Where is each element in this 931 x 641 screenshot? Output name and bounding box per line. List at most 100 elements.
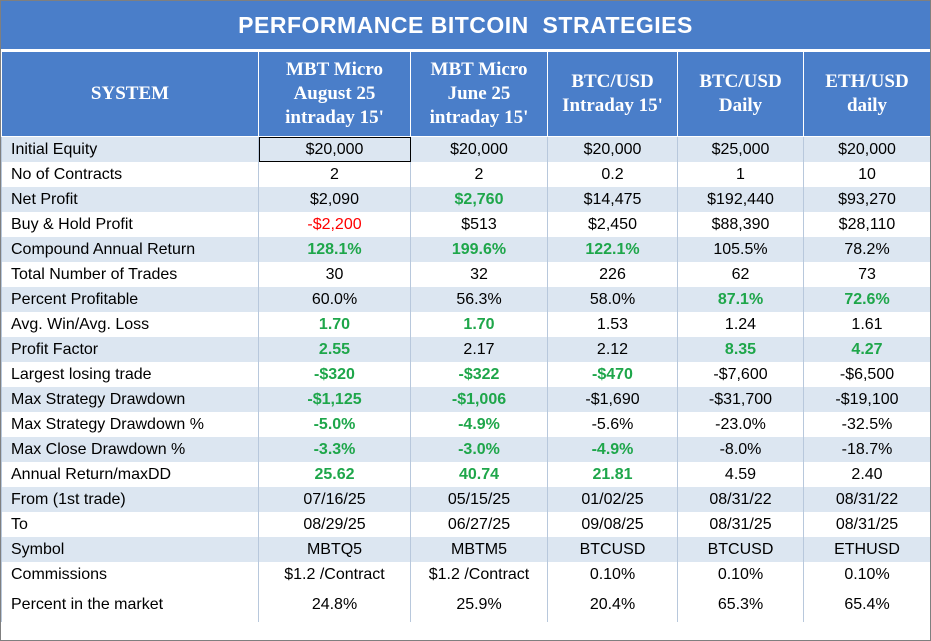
table-row: Profit Factor 2.55 2.17 2.12 8.35 4.27 <box>1 337 930 362</box>
row-label: Buy & Hold Profit <box>1 212 259 237</box>
header-line: June 25 <box>447 83 511 104</box>
cell-value: -$1,125 <box>258 387 411 412</box>
cell-value: 87.1% <box>677 287 804 312</box>
table-row: Avg. Win/Avg. Loss 1.70 1.70 1.53 1.24 1.61 <box>1 312 930 337</box>
cell-value: 06/27/25 <box>410 512 548 537</box>
row-label: No of Contracts <box>1 162 259 187</box>
cell-value: -3.0% <box>410 437 548 462</box>
cell-value: $192,440 <box>677 187 804 212</box>
cell-value: $20,000 <box>547 136 678 162</box>
table-row: Commissions $1.2 /Contract $1.2 /Contract 0… <box>1 562 930 587</box>
cell-value: 73 <box>803 262 930 287</box>
column-header: BTC/USD Daily <box>677 51 804 137</box>
cell-value: 40.74 <box>410 462 548 487</box>
row-label: Percent Profitable <box>1 287 259 312</box>
column-header: BTC/USD Intraday 15' <box>547 51 678 137</box>
cell-value: 21.81 <box>547 462 678 487</box>
cell-value: 20.4% <box>547 587 678 622</box>
cell-value: 2 <box>258 162 411 187</box>
cell-value: -5.6% <box>547 412 678 437</box>
cell-value: $28,110 <box>803 212 930 237</box>
cell-value: 09/08/25 <box>547 512 678 537</box>
cell-value: 25.9% <box>410 587 548 622</box>
column-header: SYSTEM <box>1 51 259 137</box>
row-label: Initial Equity <box>1 136 259 162</box>
table-row: Compound Annual Return 128.1% 199.6% 122.1%… <box>1 237 930 262</box>
cell-value: 105.5% <box>677 237 804 262</box>
header-line: MBT Micro <box>430 59 528 80</box>
header-line: BTC/USD <box>699 71 782 92</box>
row-label: Max Strategy Drawdown % <box>1 412 259 437</box>
header-line: ETH/USD <box>825 71 909 92</box>
cell-value: 0.2 <box>547 162 678 187</box>
cell-value: -$322 <box>410 362 548 387</box>
cell-value: 30 <box>258 262 411 287</box>
column-header: ETH/USD daily <box>803 51 930 137</box>
cell-value: 2.40 <box>803 462 930 487</box>
header-line: intraday 15' <box>285 107 384 128</box>
column-header: MBT Micro June 25 intraday 15' <box>410 51 548 137</box>
row-label: Max Strategy Drawdown <box>1 387 259 412</box>
cell-value: -4.9% <box>410 412 548 437</box>
cell-value: -3.3% <box>258 437 411 462</box>
row-label: Symbol <box>1 537 259 562</box>
cell-value: -$1,006 <box>410 387 548 412</box>
cell-value: 1.53 <box>547 312 678 337</box>
cell-value: -32.5% <box>803 412 930 437</box>
row-label: Avg. Win/Avg. Loss <box>1 312 259 337</box>
performance-table: SYSTEM MBT Micro August 25 intraday 15' MBT … <box>1 51 930 622</box>
table-row: Symbol MBTQ5 MBTM5 BTCUSD BTCUSD ETHUSD <box>1 537 930 562</box>
row-label: From (1st trade) <box>1 487 259 512</box>
cell-value: 10 <box>803 162 930 187</box>
cell-value: 4.27 <box>803 337 930 362</box>
cell-value: 32 <box>410 262 548 287</box>
row-label: To <box>1 512 259 537</box>
cell-value: -$470 <box>547 362 678 387</box>
header-row: SYSTEM MBT Micro August 25 intraday 15' MBT … <box>1 51 930 137</box>
cell-value: $88,390 <box>677 212 804 237</box>
cell-value: 0.10% <box>547 562 678 587</box>
cell-value: -$6,500 <box>803 362 930 387</box>
cell-value: 1.70 <box>410 312 548 337</box>
cell-value: 8.35 <box>677 337 804 362</box>
cell-value: 58.0% <box>547 287 678 312</box>
cell-value: 08/31/25 <box>803 512 930 537</box>
cell-value: 72.6% <box>803 287 930 312</box>
table-row: Max Close Drawdown % -3.3% -3.0% -4.9% -8.0%… <box>1 437 930 462</box>
cell-value: 24.8% <box>258 587 411 622</box>
cell-value: ETHUSD <box>803 537 930 562</box>
row-label: Largest losing trade <box>1 362 259 387</box>
cell-value: 0.10% <box>677 562 804 587</box>
cell-value: 56.3% <box>410 287 548 312</box>
cell-value: 08/31/22 <box>677 487 804 512</box>
cell-value: 07/16/25 <box>258 487 411 512</box>
header-line: Intraday 15' <box>562 95 663 116</box>
row-label: Profit Factor <box>1 337 259 362</box>
cell-value: -$19,100 <box>803 387 930 412</box>
table-row: Percent Profitable 60.0% 56.3% 58.0% 87.1% 72… <box>1 287 930 312</box>
cell-value: 2.12 <box>547 337 678 362</box>
table-row: Max Strategy Drawdown -$1,125 -$1,006 -$1,6… <box>1 387 930 412</box>
cell-value: 4.59 <box>677 462 804 487</box>
cell-value: 25.62 <box>258 462 411 487</box>
cell-value: 78.2% <box>803 237 930 262</box>
cell-value: 2 <box>410 162 548 187</box>
row-label: Compound Annual Return <box>1 237 259 262</box>
cell-value: -$7,600 <box>677 362 804 387</box>
cell-value: $20,000 <box>803 136 930 162</box>
header-line: MBT Micro <box>286 59 383 80</box>
cell-value: 65.4% <box>803 587 930 622</box>
cell-value: MBTQ5 <box>258 537 411 562</box>
cell-value: 62 <box>677 262 804 287</box>
cell-value: $20,000 <box>258 136 411 162</box>
cell-value: -$2,200 <box>258 212 411 237</box>
cell-value: $2,090 <box>258 187 411 212</box>
cell-value: 2.17 <box>410 337 548 362</box>
table-row: Buy & Hold Profit -$2,200 $513 $2,450 $88,39… <box>1 212 930 237</box>
row-label: Annual Return/maxDD <box>1 462 259 487</box>
row-label: Max Close Drawdown % <box>1 437 259 462</box>
cell-value: -$1,690 <box>547 387 678 412</box>
table-row: Net Profit $2,090 $2,760 $14,475 $192,440 $93… <box>1 187 930 212</box>
row-label: Total Number of Trades <box>1 262 259 287</box>
